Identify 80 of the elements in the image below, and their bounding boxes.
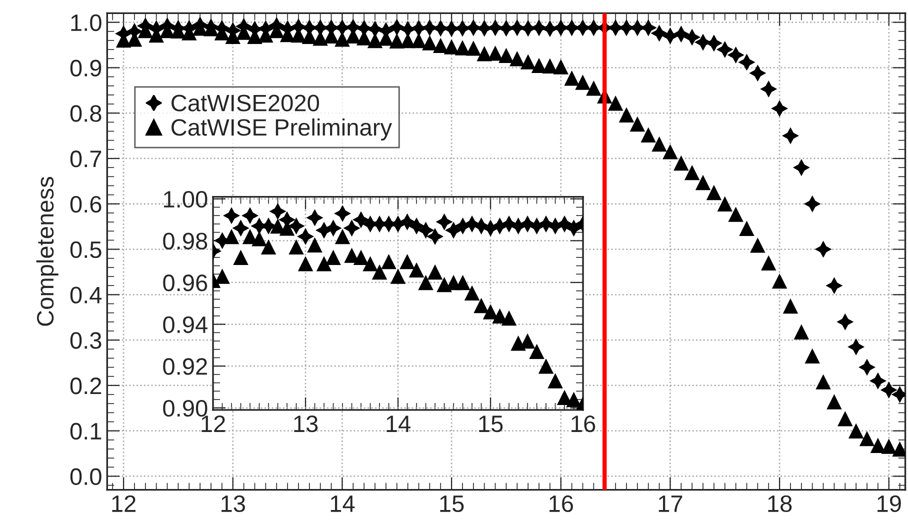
x-tick-label: 13: [222, 495, 245, 512]
point: [408, 262, 424, 278]
y-tick-label: 0.3: [70, 332, 102, 349]
point: [418, 274, 434, 290]
point: [474, 298, 489, 314]
x-tick-label: 17: [658, 496, 682, 512]
point: [556, 215, 574, 232]
point: [232, 220, 250, 237]
x-tick-label: 12: [112, 495, 136, 512]
y-tick-label: 0.96: [163, 274, 208, 292]
point: [269, 202, 286, 220]
x-tick-label: 19: [878, 495, 901, 512]
point: [538, 358, 554, 374]
x-tick-label: 14: [330, 496, 355, 512]
point: [464, 285, 480, 301]
legend-label: CatWISE Preliminary: [172, 118, 392, 140]
y-tick-label: 0.2: [70, 378, 102, 394]
y-tick-label: 0.92: [163, 358, 207, 375]
x-tick-label: 16: [572, 415, 596, 432]
y-tick-label: 0.94: [163, 316, 208, 334]
point: [417, 222, 434, 239]
point: [353, 250, 369, 266]
y-tick-label: 0.6: [70, 196, 102, 213]
point: [501, 310, 517, 326]
point: [260, 239, 276, 255]
y-tick-label: 0.8: [70, 105, 102, 122]
x-tick-label: 12: [202, 415, 225, 432]
point: [288, 218, 305, 235]
point: [482, 304, 498, 320]
legend-label: CatWISE2020: [172, 94, 320, 112]
point: [381, 254, 396, 270]
y-tick-label: 0.5: [70, 241, 102, 258]
point: [352, 211, 370, 228]
x-tick-label: 16: [550, 495, 573, 512]
point: [242, 207, 259, 224]
y-tick-label: 0.4: [70, 286, 102, 304]
x-tick-label: 18: [768, 495, 792, 512]
point: [224, 228, 240, 244]
point: [252, 230, 267, 246]
y-tick-label: 0.7: [70, 150, 102, 168]
point: [426, 228, 444, 246]
x-tick-label: 15: [479, 416, 503, 432]
point: [362, 256, 378, 272]
point: [306, 209, 324, 226]
point: [324, 220, 342, 237]
point: [307, 237, 322, 252]
point: [334, 205, 352, 222]
point: [326, 250, 341, 266]
point: [529, 344, 544, 360]
point: [436, 213, 453, 230]
point: [334, 228, 350, 244]
point: [223, 207, 240, 224]
point: [455, 274, 470, 290]
point: [565, 220, 582, 237]
point: [316, 256, 332, 272]
point: [408, 218, 426, 235]
point: [445, 222, 462, 239]
point: [214, 268, 230, 284]
y-tick-label: 1.0: [71, 14, 102, 32]
point: [233, 250, 248, 266]
point: [427, 264, 443, 280]
point: [390, 268, 406, 284]
x-tick-label: 14: [386, 416, 410, 432]
y-tick-label: 0.98: [163, 232, 208, 250]
y-axis-title: Completeness: [36, 176, 58, 326]
x-tick-label: 13: [294, 415, 318, 432]
y-tick-label: 0.90: [163, 400, 208, 417]
y-tick-label: 0.1: [70, 422, 102, 440]
point: [398, 213, 416, 230]
y-tick-label: 0.0: [70, 468, 102, 486]
point: [372, 264, 388, 280]
point: [548, 373, 563, 388]
point: [343, 220, 360, 237]
x-tick-label: 15: [440, 496, 464, 512]
point: [298, 256, 314, 272]
y-tick-label: 0.9: [70, 60, 102, 76]
point: [288, 239, 304, 255]
point: [297, 228, 314, 246]
y-tick-label: 1.00: [164, 190, 208, 208]
point: [400, 254, 415, 270]
